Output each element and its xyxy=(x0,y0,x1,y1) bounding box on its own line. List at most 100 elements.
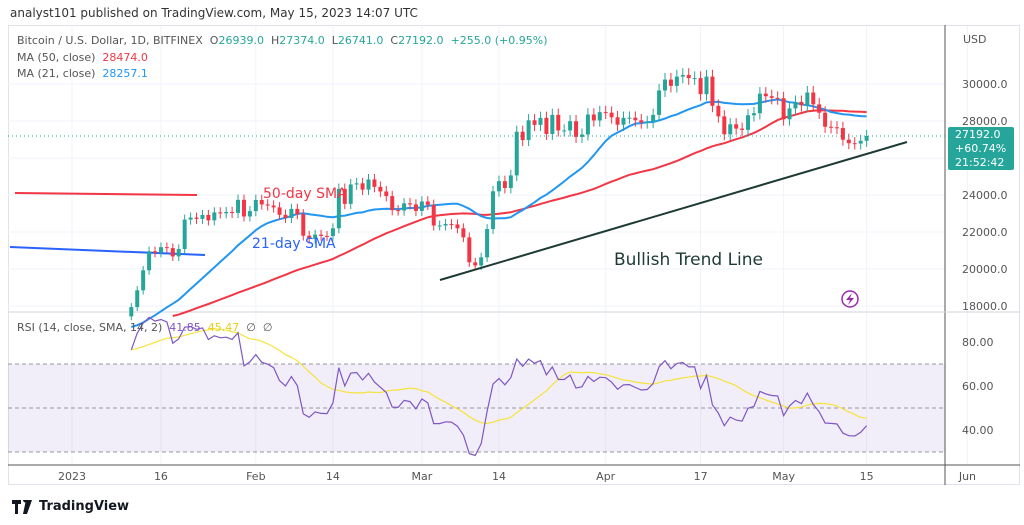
candle-body xyxy=(698,78,703,95)
candle-body xyxy=(336,188,341,229)
candle-body xyxy=(212,212,217,221)
candle-body xyxy=(716,105,721,117)
price-tick-label: 28000.0 xyxy=(962,115,1008,128)
chart-frame xyxy=(8,25,1020,485)
candle-body xyxy=(680,74,685,77)
time-tick-label: 14 xyxy=(326,470,340,483)
candle-body xyxy=(307,235,312,239)
currency-label[interactable]: USD xyxy=(963,33,987,46)
candle-body xyxy=(176,249,181,257)
candle-body xyxy=(194,217,199,219)
candle-body xyxy=(241,199,246,217)
candle-body xyxy=(591,114,596,121)
candle-body xyxy=(479,257,484,266)
candle-body xyxy=(247,211,252,217)
close-label: C xyxy=(390,34,399,47)
candle-body xyxy=(319,234,324,236)
candle-body xyxy=(508,175,513,188)
candle-body xyxy=(615,117,620,125)
candle-body xyxy=(829,126,834,128)
candle-body xyxy=(147,251,152,271)
candle-body xyxy=(135,290,140,308)
time-tick-label: 16 xyxy=(154,470,168,483)
ma50-label: MA (50, close) xyxy=(17,51,96,64)
candle-body xyxy=(188,217,193,220)
candle-body xyxy=(603,112,608,114)
candle-body xyxy=(182,219,187,250)
last-price: 27192.0 xyxy=(955,128,1001,141)
brand-name: TradingView xyxy=(39,499,130,514)
candle-body xyxy=(834,127,839,129)
candle-body xyxy=(443,224,448,226)
candle-body xyxy=(579,134,584,137)
symbol-legend: Bitcoin / U.S. Dollar, 1D, BITFINEX O269… xyxy=(17,34,548,47)
ma21-label: MA (21, close) xyxy=(17,67,96,80)
time-tick-label: Jun xyxy=(958,470,976,483)
candle-body xyxy=(568,121,573,131)
time-tick-label: Apr xyxy=(596,470,616,483)
candle-body xyxy=(746,115,751,130)
candle-body xyxy=(153,251,158,253)
candle-body xyxy=(461,228,466,238)
na-value-2: ∅ xyxy=(262,321,273,334)
candle-body xyxy=(526,120,531,141)
candle-body xyxy=(200,214,205,219)
publisher-header: analyst101 published on TradingView.com,… xyxy=(10,6,418,20)
ma21-legend[interactable]: MA (21, close) 28257.1 xyxy=(17,67,148,80)
last-price-tag: 27192.0 +60.74% 21:52:42 xyxy=(948,127,1014,170)
open-label: O xyxy=(209,34,219,47)
candle-body xyxy=(402,203,407,211)
candle-body xyxy=(265,204,270,206)
tradingview-logo[interactable]: TradingView xyxy=(12,499,129,514)
candle-body xyxy=(170,248,175,257)
ma21-value: 28257.1 xyxy=(102,67,148,80)
ma21-line xyxy=(131,98,867,328)
candle-body xyxy=(141,270,146,291)
candle-body xyxy=(324,235,329,237)
candle-body xyxy=(799,101,804,106)
time-tick-label: 14 xyxy=(492,470,506,483)
candle-body xyxy=(751,113,756,116)
candle-body xyxy=(259,199,264,205)
ma50-legend[interactable]: MA (50, close) 28474.0 xyxy=(17,51,148,64)
rsi-label: RSI (14, close, SMA, 14, 2) xyxy=(17,321,163,334)
candle-body xyxy=(852,143,857,145)
na-value-1: ∅ xyxy=(246,321,256,334)
candle-body xyxy=(823,112,828,127)
candle-body xyxy=(657,90,662,115)
candle-body xyxy=(413,204,418,211)
candle-body xyxy=(330,228,335,237)
bar-countdown: 21:52:42 xyxy=(955,156,1005,169)
candle-body xyxy=(639,120,644,123)
candle-body xyxy=(663,79,667,91)
candle-body xyxy=(858,140,863,144)
candle-body xyxy=(722,116,727,135)
symbol-title[interactable]: Bitcoin / U.S. Dollar, 1D, BITFINEX xyxy=(17,34,203,47)
total-change: +60.74% xyxy=(955,142,1007,155)
tradingview-logo-icon xyxy=(12,499,32,514)
candle-body xyxy=(740,128,745,130)
price-tick-label: 18000.0 xyxy=(962,300,1008,313)
candle-body xyxy=(502,181,507,188)
close-value: 27192.0 xyxy=(398,34,444,47)
candle-body xyxy=(846,139,851,144)
lightning-icon xyxy=(846,293,854,305)
candle-body xyxy=(585,114,590,135)
candle-body xyxy=(621,117,626,125)
candle-body xyxy=(437,225,442,227)
candle-body xyxy=(574,121,579,137)
rsi-legend[interactable]: RSI (14, close, SMA, 14, 2) 41.85 45.47 … xyxy=(17,321,272,334)
candle-body xyxy=(734,124,739,129)
rsi-tick-label: 40.00 xyxy=(962,424,994,437)
candle-body xyxy=(419,201,424,211)
candle-body xyxy=(597,112,602,121)
sma50-annotation: 50-day SMA xyxy=(263,186,347,202)
change-value: +255.0 (+0.95%) xyxy=(450,34,548,47)
candle-body xyxy=(129,307,134,317)
candle-body xyxy=(704,76,709,95)
candle-body xyxy=(449,224,454,226)
candle-body xyxy=(550,114,555,134)
candle-body xyxy=(455,224,460,229)
price-tick-label: 30000.0 xyxy=(962,78,1008,91)
